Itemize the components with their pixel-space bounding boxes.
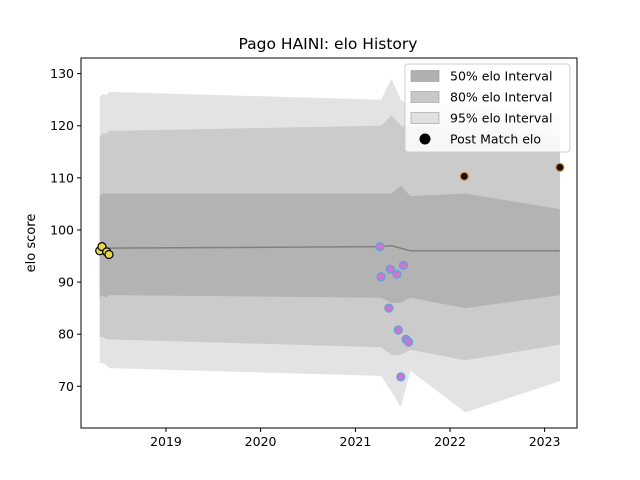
legend-swatch (411, 92, 439, 103)
legend-swatch (411, 113, 439, 124)
post-match-elo-point (385, 304, 393, 312)
y-axis-label: elo score (24, 214, 39, 273)
legend: 50% elo Interval 80% elo Interval 95% elo … (405, 64, 570, 152)
post-match-elo-point (105, 251, 113, 259)
y-tick-label: 110 (50, 170, 74, 185)
y-tick-label: 120 (50, 118, 74, 133)
legend-label: 95% elo Interval (450, 111, 552, 126)
post-match-elo-point (394, 326, 402, 334)
x-tick-label: 2020 (245, 434, 277, 449)
legend-marker (420, 134, 431, 145)
x-tick-label: 2021 (340, 434, 372, 449)
post-match-elo-point (399, 261, 407, 269)
post-match-elo-point (393, 270, 401, 278)
y-tick-label: 90 (58, 275, 74, 290)
post-match-elo-point (376, 243, 384, 251)
chart-title: Pago HAINI: elo History (239, 35, 418, 53)
y-tick-label: 130 (50, 66, 74, 81)
post-match-elo-point (460, 172, 468, 180)
x-tick-label: 2019 (150, 434, 182, 449)
y-tick-label: 70 (58, 379, 74, 394)
legend-label: 80% elo Interval (450, 90, 552, 105)
y-tick-label: 100 (50, 222, 74, 237)
legend-label: 50% elo Interval (450, 69, 552, 84)
post-match-elo-point (405, 338, 413, 346)
post-match-elo-point (377, 273, 385, 281)
legend-label: Post Match elo (450, 132, 541, 147)
x-tick-label: 2022 (434, 434, 466, 449)
x-tick-label: 2023 (529, 434, 561, 449)
post-match-elo-point (397, 373, 405, 381)
legend-swatch (411, 71, 439, 82)
post-match-elo-point (556, 163, 564, 171)
y-tick-label: 80 (58, 327, 74, 342)
